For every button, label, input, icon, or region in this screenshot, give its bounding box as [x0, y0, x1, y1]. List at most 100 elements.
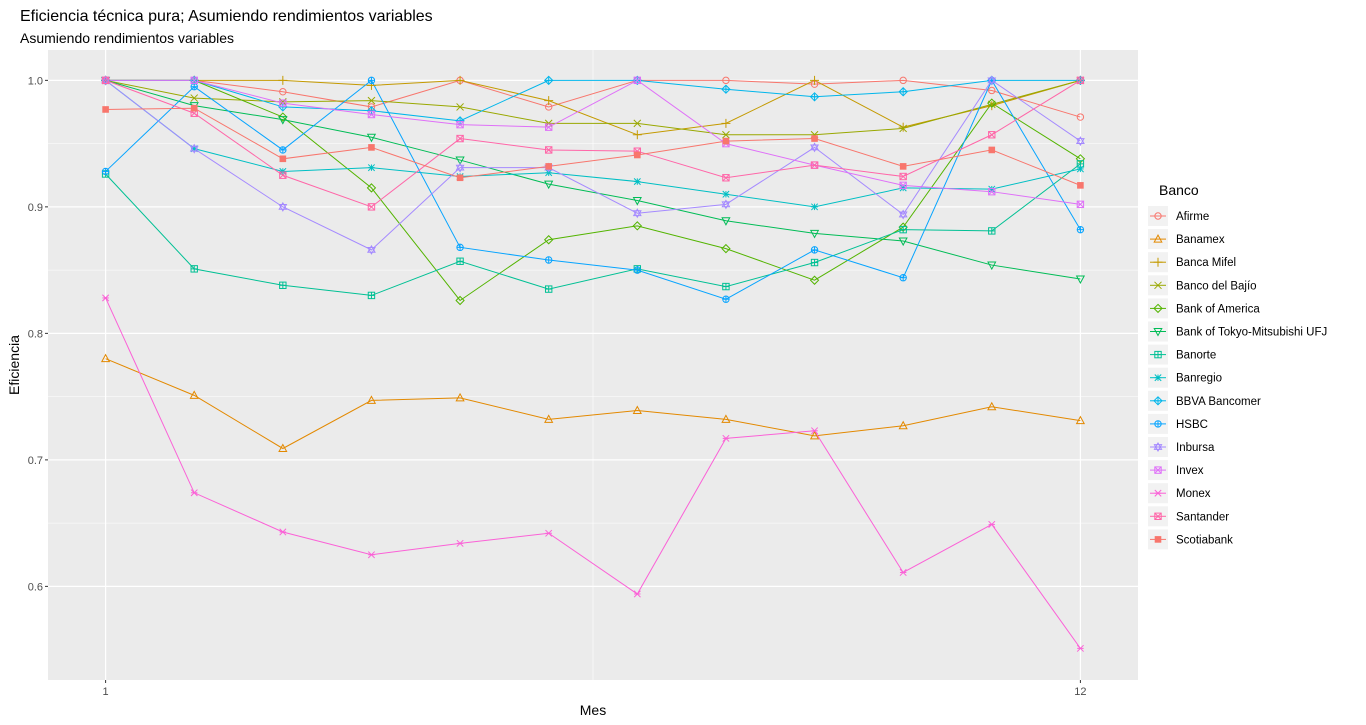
data-point-monex [1076, 644, 1084, 652]
data-point-scotiabank [190, 104, 198, 112]
data-point-banamex [366, 395, 377, 404]
legend-label: Banca Mifel [1176, 257, 1236, 269]
data-point-monex [190, 489, 198, 497]
data-point-banregio [633, 178, 641, 186]
data-point-monex [988, 520, 996, 528]
data-point-bank-of-america [987, 98, 997, 108]
legend-label: Santander [1176, 511, 1229, 523]
data-point-scotiabank [634, 151, 641, 159]
data-point-banca-mifel [544, 96, 554, 106]
data-point-bank-of-america [809, 275, 820, 285]
legend-key-marker [1154, 489, 1162, 497]
data-point-santander [101, 76, 110, 85]
data-point-hsbc [279, 146, 287, 154]
legend-key-marker [1153, 234, 1163, 243]
legend-title: Banco [1159, 182, 1199, 198]
legend-item-inbursa: Inbursa [1148, 437, 1215, 457]
data-point-bbva-bancomer [543, 75, 554, 86]
data-point-invex [190, 76, 198, 85]
legend-item-invex: Invex [1148, 460, 1204, 481]
data-point-hsbc [367, 76, 376, 85]
series-points [100, 75, 1086, 652]
data-point-hsbc [810, 246, 819, 254]
data-point-invex [544, 123, 553, 131]
data-point-scotiabank [279, 155, 287, 163]
series-line-banregio [105, 79, 1081, 208]
series-line-santander [105, 79, 1081, 208]
y-tick-label: 0.7 [28, 455, 43, 467]
data-point-invex [279, 99, 287, 107]
data-point-banca-mifel [455, 75, 465, 85]
data-point-afirme [279, 88, 287, 96]
legend-label: Scotiabank [1176, 534, 1233, 546]
legend-key-marker [1154, 420, 1162, 428]
series-lines [105, 79, 1081, 649]
x-axis: 1 12 [103, 680, 1087, 698]
data-point-inbursa [898, 209, 908, 220]
data-point-banorte [988, 227, 996, 235]
legend-item-bank-of-tokyo-mitsubishi-ufj: Bank of Tokyo-Mitsubishi UFJ [1148, 321, 1327, 342]
data-point-santander [988, 131, 996, 139]
legend-key-marker [1154, 536, 1162, 543]
data-point-bank-of-america [455, 295, 465, 306]
data-point-bank-of-tokyo-mitsubishi-ufj [278, 116, 288, 125]
data-point-inbursa [101, 75, 111, 86]
data-point-monex [899, 568, 907, 577]
data-point-santander [279, 171, 287, 179]
legend-item-hsbc: HSBC [1148, 413, 1208, 434]
series-line-inbursa [105, 79, 1081, 251]
data-point-afirme [1076, 113, 1085, 121]
data-point-bbva-bancomer [898, 87, 908, 97]
legend-item-bbva-bancomer: BBVA Bancomer [1148, 390, 1261, 411]
legend-item-banregio: Banregio [1148, 367, 1222, 388]
data-point-scotiabank [102, 106, 109, 113]
data-point-bank-of-tokyo-mitsubishi-ufj [366, 133, 377, 143]
data-point-banorte [899, 225, 907, 234]
legend-key-marker [1154, 350, 1162, 359]
data-point-bank-of-tokyo-mitsubishi-ufj [987, 261, 997, 271]
data-point-hsbc [190, 82, 198, 91]
data-point-scotiabank [545, 163, 552, 170]
data-point-monex [810, 427, 819, 435]
data-point-invex [899, 181, 907, 190]
data-point-hsbc [544, 256, 553, 264]
y-tick-label: 0.9 [28, 202, 43, 214]
data-point-inbursa [721, 199, 731, 210]
data-point-scotiabank [456, 174, 464, 182]
data-point-banca-mifel [987, 101, 997, 111]
y-tick-label: 1.0 [28, 75, 43, 87]
data-point-hsbc [1076, 225, 1085, 234]
legend-key-marker [1154, 374, 1162, 382]
data-point-bank-of-america [278, 112, 288, 122]
series-line-banco-del-baj-o [105, 79, 1081, 136]
data-point-monex [456, 539, 464, 547]
data-point-banorte [190, 265, 198, 273]
legend-item-banorte: Banorte [1148, 344, 1216, 365]
y-tick-label: 0.8 [28, 328, 43, 340]
data-point-invex [367, 110, 376, 119]
legend-key-marker [1153, 328, 1163, 337]
data-point-banamex [278, 443, 288, 452]
data-point-banco-del-baj-o [633, 119, 642, 128]
legend-label: Banamex [1176, 234, 1225, 246]
legend-label: Bank of Tokyo-Mitsubishi UFJ [1176, 327, 1327, 339]
data-point-banregio [1076, 165, 1084, 173]
legend-key-marker [1153, 257, 1163, 267]
chart-subtitle: Asumiendo rendimientos variables [20, 30, 234, 46]
data-point-inbursa [810, 142, 819, 153]
data-point-banregio [545, 169, 553, 177]
legend-label: Monex [1176, 488, 1211, 500]
legend-label: Invex [1176, 465, 1204, 477]
data-point-afirme [722, 76, 730, 85]
series-line-bank-of-america [105, 79, 1081, 302]
legend-label: Bank of America [1176, 303, 1260, 315]
data-point-inbursa [455, 162, 465, 173]
data-point-scotiabank [988, 146, 996, 154]
data-point-hsbc [456, 243, 464, 252]
data-point-banamex [544, 414, 554, 423]
legend-label: Inbursa [1176, 442, 1215, 454]
data-point-bank-of-america [543, 235, 554, 245]
data-point-scotiabank [899, 163, 907, 170]
data-point-santander [899, 172, 907, 181]
